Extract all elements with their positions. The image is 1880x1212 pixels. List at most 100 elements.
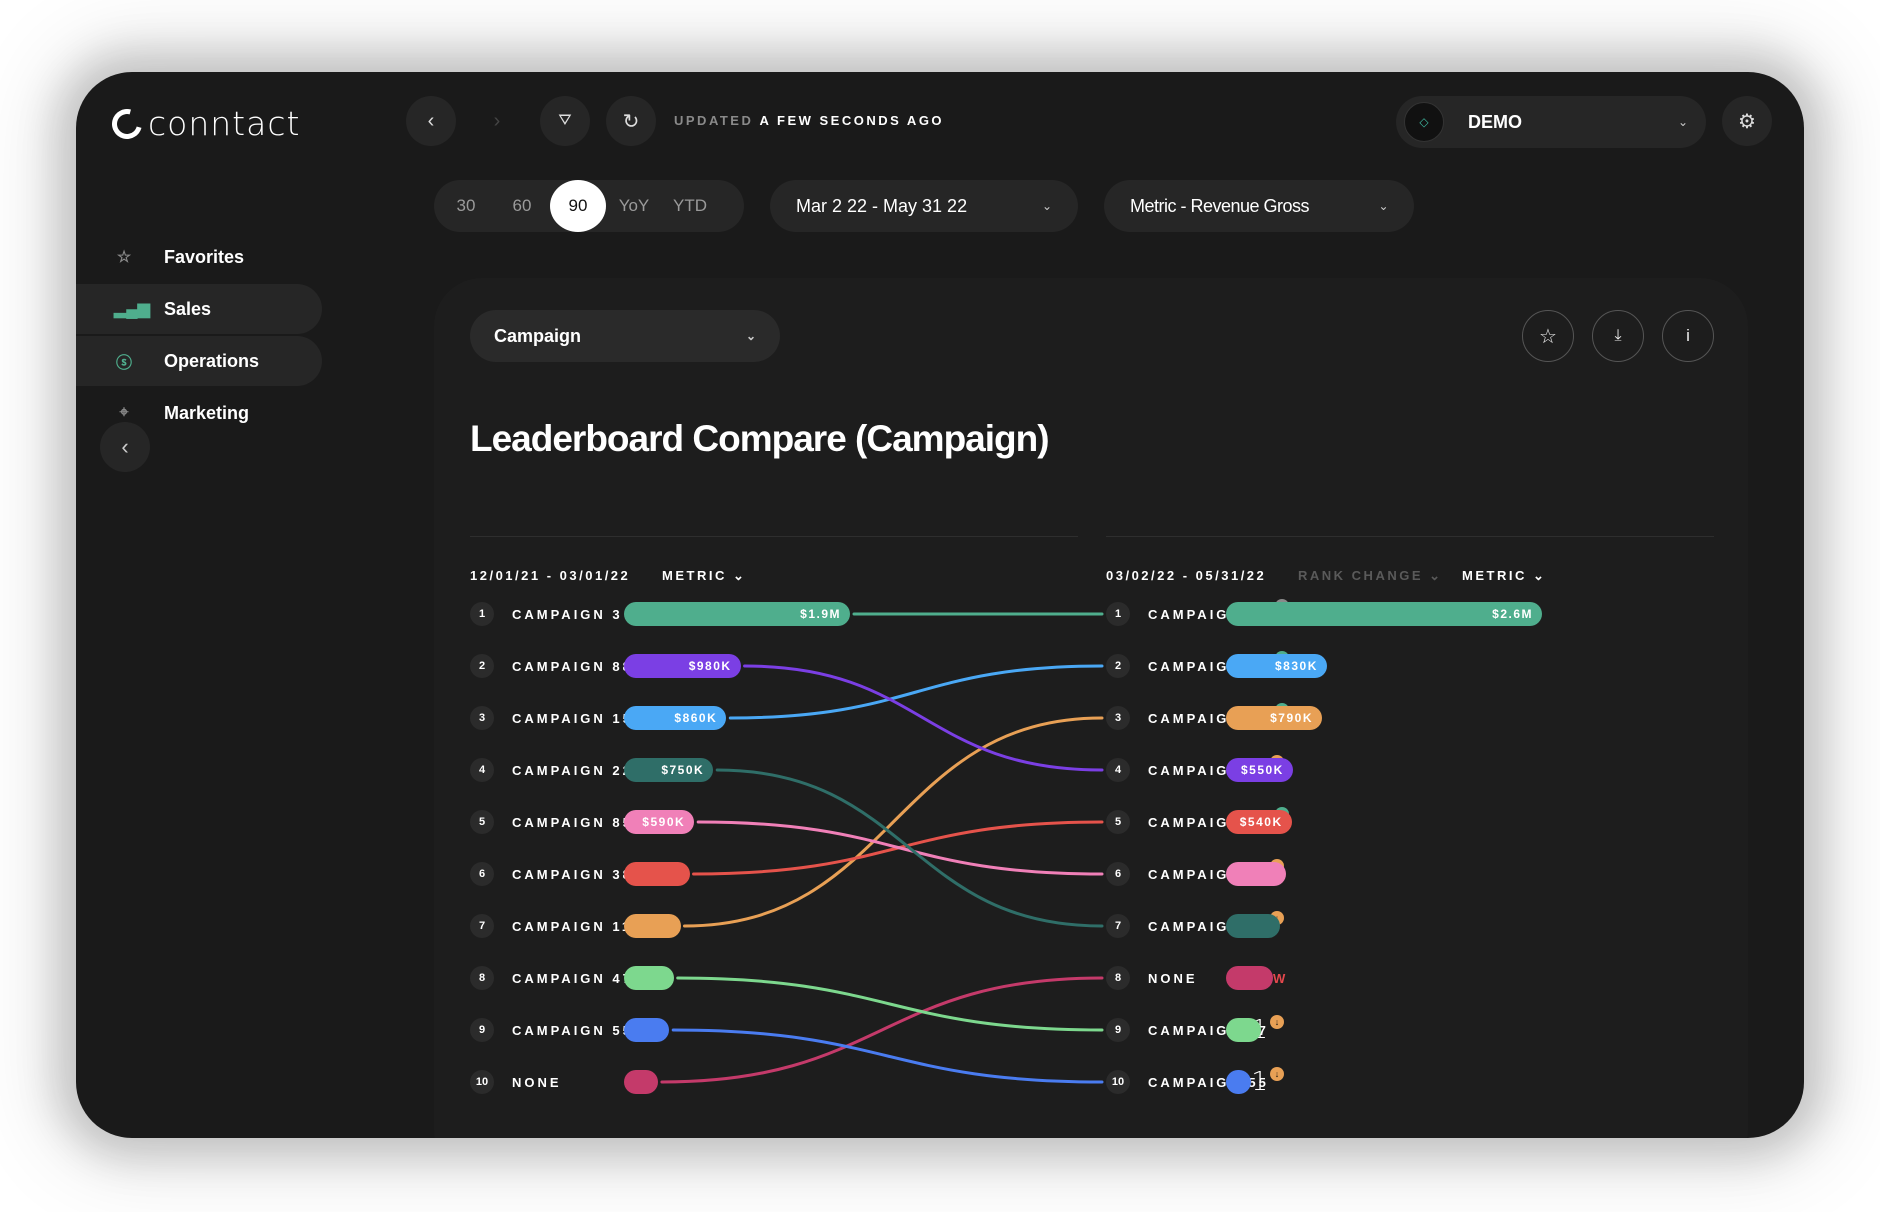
rank-link-line xyxy=(671,1028,1104,1084)
rank-badge: 2 xyxy=(1106,654,1130,678)
rank-badge: 10 xyxy=(1106,1070,1130,1094)
refresh-button[interactable]: ↻ xyxy=(606,96,656,146)
rank-badge: 2 xyxy=(470,654,494,678)
right-metric-sort[interactable]: METRIC ⌄ xyxy=(1462,568,1544,584)
dimension-select[interactable]: Campaign ⌄ xyxy=(470,310,780,362)
campaign-name: CAMPAIGN 55 xyxy=(512,1022,633,1038)
metric-bar[interactable] xyxy=(624,1018,670,1042)
rank-link-line xyxy=(660,976,1104,1084)
rank-link-line xyxy=(683,716,1104,928)
rank-link-line xyxy=(743,664,1104,772)
metric-bar[interactable]: $750K xyxy=(624,758,714,782)
brand-logo[interactable]: conntact xyxy=(106,103,300,144)
metric-bar[interactable] xyxy=(624,966,674,990)
metric-bar[interactable] xyxy=(1226,862,1287,886)
org-name: DEMO xyxy=(1468,111,1522,132)
sidebar-item-sales[interactable]: ▂▄▆ Sales xyxy=(76,284,322,334)
info-button[interactable]: i xyxy=(1662,310,1714,362)
metric-bar[interactable]: $590K xyxy=(624,810,695,834)
rank-badge: 6 xyxy=(470,862,494,886)
period-60[interactable]: 60 xyxy=(512,196,532,215)
table-row[interactable]: 3 CAMPAIGN 15 xyxy=(470,706,633,730)
period-90[interactable]: 90 xyxy=(550,180,606,232)
left-metric-sort[interactable]: METRIC ⌄ xyxy=(662,568,744,584)
rank-change-sort[interactable]: RANK CHANGE ⌄ xyxy=(1298,568,1440,584)
sidebar-item-label: Sales xyxy=(164,298,212,319)
metric-bar[interactable]: $980K xyxy=(624,654,741,678)
metric-bar[interactable]: $1.9M xyxy=(624,602,850,626)
rank-badge: 4 xyxy=(1106,758,1130,782)
metric-bar[interactable] xyxy=(1226,1018,1261,1042)
rank-badge: 5 xyxy=(470,810,494,834)
bar-chart-icon: ▂▄▆ xyxy=(114,301,150,318)
favorite-button[interactable]: ☆ xyxy=(1522,310,1574,362)
rank-badge: 8 xyxy=(1106,966,1130,990)
chevron-left-icon: ‹ xyxy=(427,109,435,132)
sidebar-item-operations[interactable]: ⓢ Operations xyxy=(76,336,322,386)
metric-bar[interactable]: $550K xyxy=(1226,758,1293,782)
metric-bar[interactable] xyxy=(624,862,690,886)
rank-change-label: RANK CHANGE xyxy=(1298,568,1423,583)
metric-bar[interactable]: $830K xyxy=(1226,654,1327,678)
rank-badge: 9 xyxy=(1106,1018,1130,1042)
period-yoy[interactable]: YoY xyxy=(618,196,650,215)
settings-button[interactable]: ⚙ xyxy=(1722,96,1772,146)
table-row[interactable]: 9 CAMPAIGN 55 xyxy=(470,1018,633,1042)
rank-badge: 1 xyxy=(470,602,494,626)
rank-link-line xyxy=(692,820,1104,876)
divider xyxy=(1106,536,1714,537)
metric-value: Metric - Revenue Gross xyxy=(1130,195,1310,216)
sidebar-item-marketing[interactable]: ⌖ Marketing xyxy=(76,388,322,438)
period-30[interactable]: 30 xyxy=(456,196,476,215)
metric-select[interactable]: Metric - Revenue Gross ⌄ xyxy=(1104,180,1414,232)
table-row[interactable]: 10 NONE xyxy=(470,1070,562,1094)
forward-button[interactable]: › xyxy=(472,96,522,146)
date-range-select[interactable]: Mar 2 22 - May 31 22 ⌄ xyxy=(770,180,1078,232)
rank-link-line xyxy=(696,820,1104,876)
org-switcher[interactable]: ◇ DEMO ⌄ xyxy=(1396,96,1706,148)
campaign-name: CAMPAIGN 47 xyxy=(512,970,633,986)
sidebar-nav: ☆ Favorites ▂▄▆ Sales ⓢ Operations ⌖ Mar… xyxy=(76,232,322,440)
left-period-label: 12/01/21 - 03/01/22 xyxy=(470,568,631,583)
sidebar-item-label: Favorites xyxy=(164,246,245,267)
table-row[interactable]: 2 CAMPAIGN 88 xyxy=(470,654,633,678)
metric-bar[interactable]: $790K xyxy=(1226,706,1322,730)
gear-icon: ⚙ xyxy=(1738,110,1756,133)
table-row[interactable]: 6 CAMPAIGN 38 xyxy=(470,862,633,886)
star-icon: ☆ xyxy=(116,249,132,266)
metric-bar[interactable]: $540K xyxy=(1226,810,1292,834)
chevron-down-icon: ⌄ xyxy=(1378,199,1388,213)
rank-badge: 3 xyxy=(1106,706,1130,730)
metric-bar[interactable]: $860K xyxy=(624,706,727,730)
dimension-value: Campaign xyxy=(494,325,582,346)
table-row[interactable]: 4 CAMPAIGN 22 xyxy=(470,758,633,782)
chevron-down-icon: ⌄ xyxy=(1041,199,1052,213)
filter-button[interactable]: ⛛ xyxy=(540,96,590,146)
rank-badge: 6 xyxy=(1106,862,1130,886)
collapse-sidebar-button[interactable]: ‹ xyxy=(100,422,150,472)
period-selector: 30 60 90 YoY YTD xyxy=(434,180,744,232)
back-button[interactable]: ‹ xyxy=(406,96,456,146)
period-ytd[interactable]: YTD xyxy=(673,196,707,215)
metric-bar[interactable] xyxy=(624,1070,658,1094)
table-row[interactable]: 1 CAMPAIGN 3 xyxy=(470,602,623,626)
divider xyxy=(470,536,1078,537)
metric-bar[interactable] xyxy=(1226,914,1280,938)
chevron-left-icon: ‹ xyxy=(121,434,129,459)
metric-bar[interactable] xyxy=(1226,1070,1252,1094)
metric-bar[interactable] xyxy=(624,914,681,938)
sidebar-item-label: Operations xyxy=(164,350,260,371)
arrow-down-icon: ↓ xyxy=(1269,1015,1284,1029)
download-button[interactable]: ⤓ xyxy=(1592,310,1644,362)
info-icon: i xyxy=(1686,326,1690,345)
table-row[interactable]: 8 NONE xyxy=(1106,966,1198,990)
chevron-down-icon: ⌄ xyxy=(732,568,744,583)
rank-badge: 4 xyxy=(470,758,494,782)
metric-bar[interactable] xyxy=(1226,966,1274,990)
metric-bar[interactable]: $2.6M xyxy=(1226,602,1542,626)
chevron-down-icon: ⌄ xyxy=(1429,568,1441,583)
sidebar-item-favorites[interactable]: ☆ Favorites xyxy=(76,232,322,282)
table-row[interactable]: 5 CAMPAIGN 85 xyxy=(470,810,633,834)
table-row[interactable]: 7 CAMPAIGN 111 xyxy=(470,914,642,938)
table-row[interactable]: 8 CAMPAIGN 47 xyxy=(470,966,633,990)
